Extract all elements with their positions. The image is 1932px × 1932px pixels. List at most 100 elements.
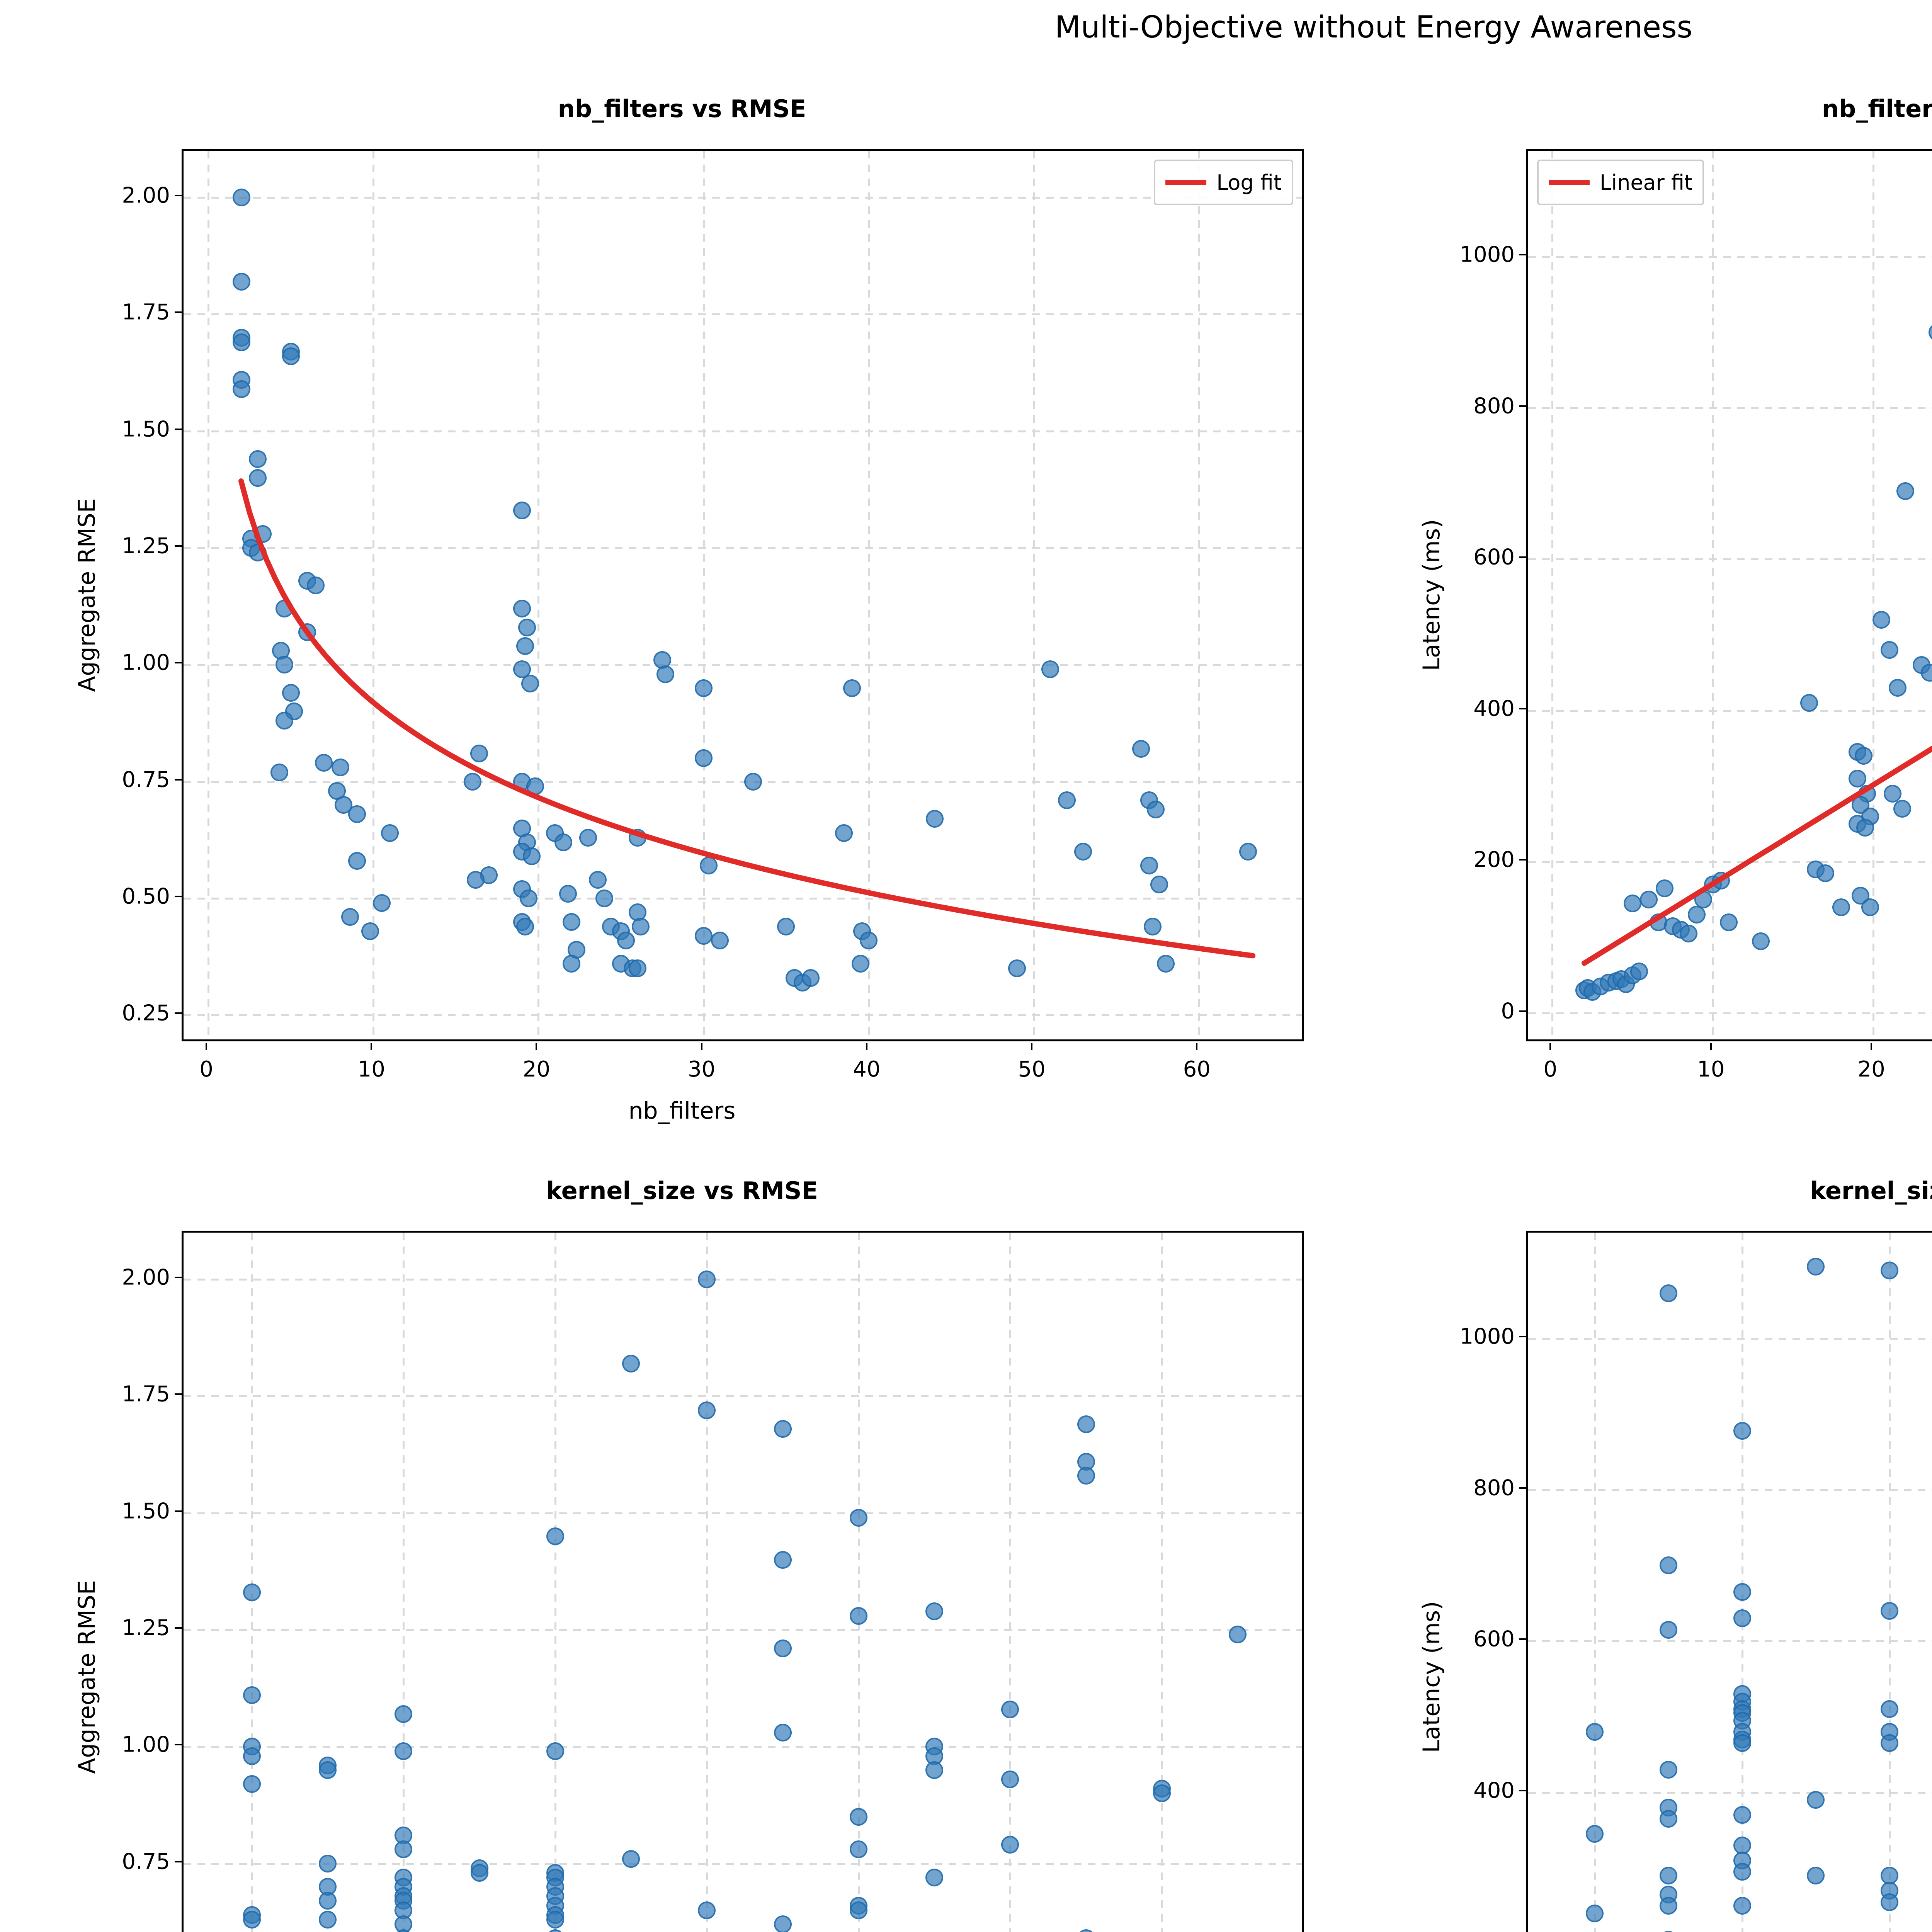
scatter-point xyxy=(232,188,250,206)
scatter-point xyxy=(744,772,762,791)
plot-area xyxy=(1526,1231,1932,1932)
subplot-title: kernel_size vs Latency (ms) xyxy=(1810,1177,1932,1205)
scatter-point xyxy=(1077,1929,1095,1932)
scatter-point xyxy=(1639,891,1658,909)
scatter-point xyxy=(774,1724,792,1742)
scatter-point xyxy=(1733,1609,1751,1628)
scatter-point xyxy=(513,600,531,618)
y-tick-mark xyxy=(1519,254,1526,256)
y-tick-label: 800 xyxy=(1473,1475,1515,1501)
y-tick-mark xyxy=(175,1744,182,1746)
gridline-horizontal xyxy=(184,1395,1302,1398)
scatter-point xyxy=(1585,1723,1604,1741)
scatter-point xyxy=(849,1840,867,1859)
y-tick-mark xyxy=(1519,556,1526,558)
gridline-horizontal xyxy=(1528,1489,1932,1491)
scatter-point xyxy=(774,1639,792,1658)
scatter-point xyxy=(282,684,300,702)
scatter-point xyxy=(1008,959,1026,978)
scatter-point xyxy=(1659,1621,1677,1639)
scatter-point xyxy=(1680,925,1698,943)
scatter-point xyxy=(559,884,577,903)
y-tick-mark xyxy=(175,194,182,196)
gridline-vertical xyxy=(251,1233,253,1932)
x-tick-mark xyxy=(866,1043,867,1050)
gridline-vertical xyxy=(1889,1233,1891,1932)
scatter-point xyxy=(698,1270,716,1288)
scatter-point xyxy=(1659,1897,1677,1915)
y-tick-label: 400 xyxy=(1473,1778,1515,1803)
scatter-point xyxy=(1733,1583,1751,1601)
scatter-point xyxy=(656,665,675,683)
y-tick-mark xyxy=(1519,1336,1526,1338)
scatter-point xyxy=(1807,1258,1825,1276)
y-axis-label: Aggregate RMSE xyxy=(73,498,100,692)
scatter-point xyxy=(1688,906,1706,924)
y-axis-label: Latency (ms) xyxy=(1418,519,1445,671)
y-tick-mark xyxy=(175,1627,182,1629)
y-tick-label: 1000 xyxy=(1459,1324,1515,1349)
scatter-point xyxy=(589,871,607,889)
x-tick-label: 0 xyxy=(199,1057,213,1082)
gridline-horizontal xyxy=(1528,1640,1932,1643)
scatter-point xyxy=(1153,1784,1171,1803)
y-tick-mark xyxy=(175,1861,182,1862)
scatter-point xyxy=(1807,1791,1825,1809)
scatter-point xyxy=(318,1910,337,1929)
gridline-horizontal xyxy=(1528,861,1932,863)
x-tick-label: 60 xyxy=(1183,1057,1211,1082)
scatter-point xyxy=(1001,1770,1019,1789)
y-tick-mark xyxy=(175,1393,182,1395)
y-tick-label: 0 xyxy=(1501,998,1515,1024)
scatter-point xyxy=(1929,323,1932,341)
gridline-vertical xyxy=(554,1233,556,1932)
y-tick-label: 2.00 xyxy=(122,183,170,208)
scatter-point xyxy=(318,1761,337,1779)
y-tick-mark xyxy=(175,1276,182,1278)
subplot-nb-filters-vs-latency-ms: nb_filters vs Latency (ms)02004006008001… xyxy=(1360,95,1932,1157)
scatter-point xyxy=(843,679,861,697)
scatter-point xyxy=(463,772,481,791)
scatter-point xyxy=(372,894,391,912)
y-tick-mark xyxy=(1519,1487,1526,1489)
gridline-horizontal xyxy=(184,547,1302,549)
y-axis-label: Aggregate RMSE xyxy=(73,1580,100,1774)
gridline-horizontal xyxy=(1528,1012,1932,1014)
scatter-point xyxy=(1733,1897,1751,1915)
y-tick-label: 0.25 xyxy=(122,1000,170,1026)
scatter-point xyxy=(694,679,713,697)
scatter-point xyxy=(1752,932,1770,950)
scatter-point xyxy=(306,576,325,594)
scatter-point xyxy=(1800,694,1818,712)
gridline-horizontal xyxy=(1528,558,1932,561)
scatter-point xyxy=(562,913,580,931)
subplot-title: kernel_size vs RMSE xyxy=(546,1177,818,1205)
legend[interactable]: Log fit xyxy=(1154,160,1293,205)
x-tick-label: 20 xyxy=(522,1057,551,1082)
scatter-point xyxy=(254,525,272,543)
scatter-point xyxy=(1816,864,1834,882)
x-axis-label: nb_filters xyxy=(628,1097,736,1124)
scatter-point xyxy=(395,1840,413,1859)
scatter-point xyxy=(1630,963,1648,981)
scatter-point xyxy=(851,955,869,973)
scatter-point xyxy=(467,871,485,889)
x-tick-mark xyxy=(1710,1043,1712,1050)
scatter-point xyxy=(622,1354,640,1372)
gridline-vertical xyxy=(403,1233,405,1932)
y-tick-label: 1.50 xyxy=(122,417,170,442)
x-tick-mark xyxy=(1031,1043,1033,1050)
subplot-kernel-size-vs-rmse: kernel_size vs RMSE0.250.500.751.001.251… xyxy=(46,1177,1318,1932)
y-tick-mark xyxy=(1519,405,1526,407)
scatter-point xyxy=(361,922,379,940)
scatter-point xyxy=(1920,663,1932,682)
scatter-point xyxy=(579,828,597,847)
scatter-point xyxy=(513,502,531,520)
legend[interactable]: Linear fit xyxy=(1537,160,1704,205)
gridline-horizontal xyxy=(184,1862,1302,1865)
y-tick-mark xyxy=(175,311,182,313)
scatter-point xyxy=(1888,679,1906,697)
plot-area xyxy=(182,149,1304,1041)
y-axis-label: Latency (ms) xyxy=(1418,1601,1445,1753)
scatter-point xyxy=(777,917,795,935)
